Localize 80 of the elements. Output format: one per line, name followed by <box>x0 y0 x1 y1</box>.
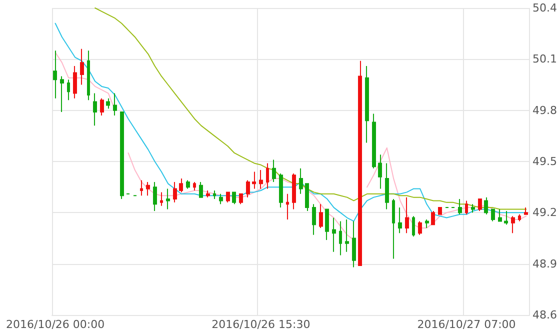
candlestick <box>511 216 515 234</box>
candlestick <box>193 181 196 191</box>
candlestick <box>60 76 64 113</box>
candlestick <box>484 196 488 215</box>
y-tick-label: 50.1 <box>532 52 558 66</box>
candlestick <box>418 220 422 236</box>
candlestick <box>458 198 462 215</box>
y-tick-label: 49.5 <box>532 155 558 168</box>
candlestick <box>239 193 243 205</box>
candlestick <box>179 178 183 193</box>
candlestick <box>524 207 528 215</box>
candlestick <box>305 183 309 212</box>
candlestick <box>471 204 475 214</box>
candlestick <box>246 180 250 198</box>
x-tick-label: 2016/10/26 00:00 <box>6 318 105 331</box>
x-tick-label: 2016/10/26 15:30 <box>212 318 310 331</box>
candlestick <box>113 92 117 116</box>
candlestick <box>272 159 276 182</box>
line-series <box>54 22 527 222</box>
candlestick <box>53 50 57 99</box>
candlestick <box>100 98 104 116</box>
candlestick <box>491 208 495 222</box>
candlestick <box>425 218 429 229</box>
candlestick <box>146 181 150 196</box>
y-tick-label: 50.4 <box>532 2 558 14</box>
candlestick <box>219 193 223 205</box>
y-tick-label: 49.8 <box>532 104 558 117</box>
candlestick <box>385 162 389 210</box>
candlestick <box>67 79 70 101</box>
candlestick <box>166 188 170 210</box>
candlestick <box>498 208 502 222</box>
candlestick <box>352 220 356 268</box>
candlestick <box>120 112 124 200</box>
candlestick <box>504 210 508 226</box>
candlestick <box>438 207 442 215</box>
candlestick <box>299 168 303 194</box>
candlestick <box>87 50 90 101</box>
candlestick <box>345 218 349 252</box>
candlestick <box>339 220 342 256</box>
candlestick <box>213 190 216 200</box>
candlestick <box>518 214 521 222</box>
candlestick <box>312 204 316 236</box>
x-tick-label: 2016/10/27 07:00 <box>417 318 516 331</box>
line-series <box>94 8 527 210</box>
candlestick <box>378 154 382 190</box>
candlestick <box>252 171 256 190</box>
candlestick <box>358 60 362 266</box>
candlestick <box>478 198 482 212</box>
candlestick <box>465 200 468 215</box>
candlestick <box>93 92 97 126</box>
candlestick <box>80 48 84 86</box>
candlestick <box>319 204 323 229</box>
candlestick <box>325 208 329 240</box>
candlestick <box>398 207 402 234</box>
candlestick <box>173 181 177 203</box>
candlestick <box>286 193 289 220</box>
candlestick <box>206 190 210 198</box>
y-tick-label: 49.2 <box>532 206 558 220</box>
candlestick <box>186 180 190 190</box>
candlestick <box>140 180 143 196</box>
candlestick <box>292 172 296 210</box>
candlestick <box>372 113 376 169</box>
candlestick <box>332 217 336 252</box>
candlestick <box>392 198 395 260</box>
candlestick <box>232 192 236 205</box>
candlestick <box>405 196 409 234</box>
candlestick <box>431 210 435 226</box>
y-tick-label: 48.6 <box>532 308 558 322</box>
candlestick <box>365 65 369 144</box>
candlestick <box>153 181 157 212</box>
candlestick <box>160 192 163 206</box>
y-tick-label: 48.9 <box>532 257 558 270</box>
candlestick <box>266 162 269 190</box>
candlestick <box>106 98 110 110</box>
candlestick <box>199 181 203 198</box>
candlestick <box>259 170 263 190</box>
candlestick <box>279 172 283 208</box>
candlestick <box>412 216 415 238</box>
candlestick <box>73 65 77 99</box>
candlestick <box>226 192 230 203</box>
